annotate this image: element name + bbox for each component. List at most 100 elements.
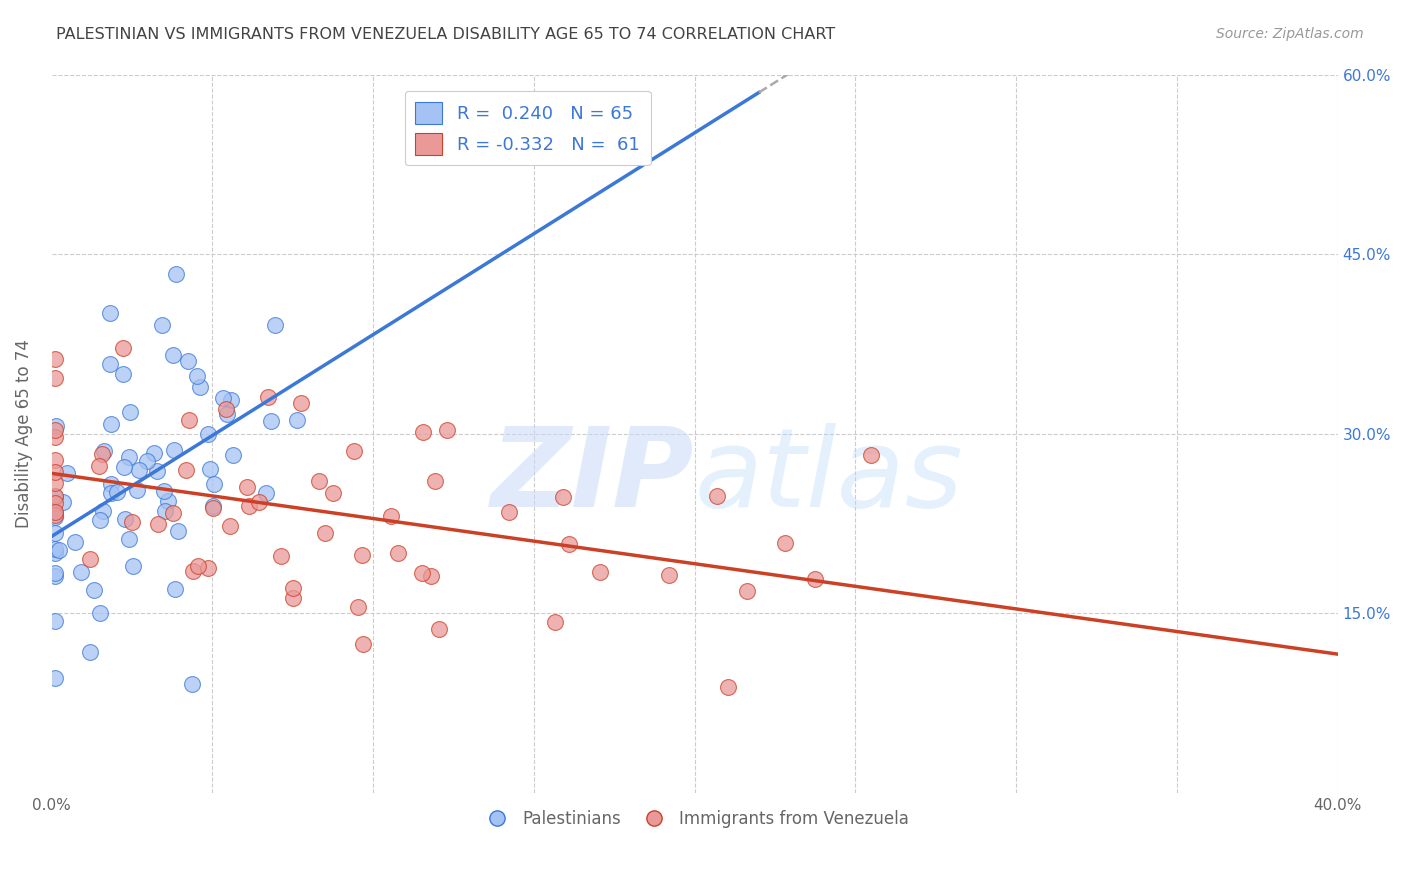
Point [44, 496, 66, 510]
Point [52, 495, 75, 509]
Point [69, 566, 91, 580]
Point [93, 443, 115, 458]
Point [121, 515, 143, 529]
Point [56, 466, 79, 480]
Point [215, 407, 238, 421]
Point [387, 546, 409, 560]
Point [44, 370, 66, 384]
Point [187, 558, 209, 573]
Point [100, 417, 122, 431]
Point [352, 548, 374, 562]
Point [198, 462, 221, 476]
Point [270, 549, 292, 564]
Point [222, 448, 245, 462]
Point [118, 532, 141, 546]
Point [136, 453, 159, 467]
Point [146, 464, 169, 478]
Point [411, 566, 433, 581]
Point [112, 459, 135, 474]
Point [219, 392, 242, 407]
Point [281, 582, 304, 596]
Point [543, 615, 565, 629]
Point [156, 494, 179, 508]
Point [146, 517, 169, 532]
Point [290, 396, 312, 410]
Point [380, 508, 402, 523]
Point [180, 676, 202, 690]
Point [45, 418, 67, 433]
Point [91, 503, 114, 517]
Point [197, 561, 219, 575]
Point [90, 447, 112, 461]
Point [214, 402, 236, 417]
Point [118, 404, 141, 418]
Point [202, 501, 225, 516]
Point [177, 354, 200, 368]
Point [412, 425, 434, 439]
Point [142, 446, 165, 460]
Point [436, 423, 458, 437]
Point [153, 504, 176, 518]
Text: ZIP: ZIP [491, 423, 695, 530]
Text: Source: ZipAtlas.com: Source: ZipAtlas.com [1216, 27, 1364, 41]
Point [44, 491, 66, 505]
Point [343, 444, 366, 458]
Point [44, 541, 66, 556]
Point [162, 348, 184, 362]
Point [425, 474, 447, 488]
Point [257, 390, 280, 404]
Point [254, 485, 277, 500]
Point [114, 512, 136, 526]
Point [247, 495, 270, 509]
Point [44, 453, 66, 467]
Point [167, 524, 190, 538]
Point [100, 357, 122, 371]
Point [118, 450, 141, 464]
Text: PALESTINIAN VS IMMIGRANTS FROM VENEZUELA DISABILITY AGE 65 TO 74 CORRELATION CHA: PALESTINIAN VS IMMIGRANTS FROM VENEZUELA… [56, 27, 835, 42]
Point [44, 508, 66, 523]
Point [419, 568, 441, 582]
Point [427, 622, 450, 636]
Point [259, 414, 281, 428]
Point [44, 568, 66, 582]
Point [79, 645, 101, 659]
Point [202, 499, 225, 513]
Point [163, 582, 186, 596]
Point [44, 423, 66, 437]
Point [165, 267, 187, 281]
Point [125, 483, 148, 497]
Point [197, 426, 219, 441]
Point [557, 537, 579, 551]
Point [112, 367, 135, 381]
Point [212, 392, 235, 406]
Point [100, 476, 122, 491]
Point [111, 342, 134, 356]
Point [98, 306, 121, 320]
Point [322, 486, 344, 500]
Point [83, 583, 105, 598]
Point [44, 429, 66, 443]
Point [44, 614, 66, 628]
Point [264, 318, 287, 332]
Point [44, 525, 66, 540]
Point [79, 552, 101, 566]
Point [44, 506, 66, 520]
Point [859, 448, 882, 462]
Point [589, 566, 612, 580]
Point [202, 477, 225, 491]
Point [346, 599, 368, 614]
Point [314, 526, 336, 541]
Point [122, 558, 145, 573]
Point [735, 584, 758, 599]
Point [162, 506, 184, 520]
Point [105, 485, 128, 500]
Point [283, 591, 305, 606]
Point [150, 318, 173, 332]
Point [706, 489, 728, 503]
Point [89, 606, 111, 620]
Point [63, 534, 86, 549]
Point [803, 572, 825, 586]
Legend: Palestinians, Immigrants from Venezuela: Palestinians, Immigrants from Venezuela [474, 804, 915, 835]
Point [238, 499, 260, 513]
Point [44, 465, 66, 479]
